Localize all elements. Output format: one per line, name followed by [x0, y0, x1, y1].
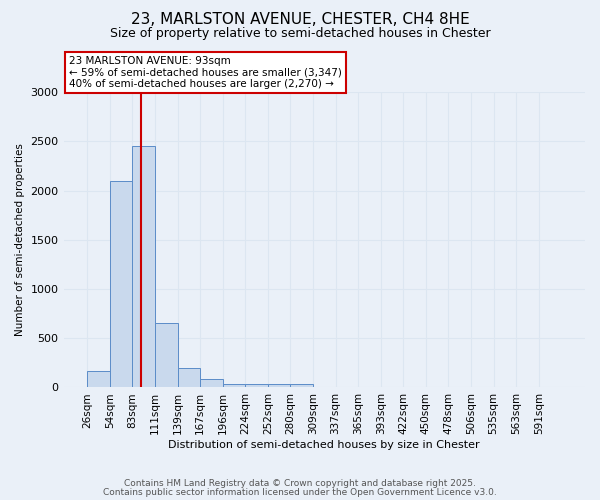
Text: Contains public sector information licensed under the Open Government Licence v3: Contains public sector information licen… — [103, 488, 497, 497]
Bar — [290, 384, 313, 388]
Bar — [268, 384, 290, 388]
Y-axis label: Number of semi-detached properties: Number of semi-detached properties — [15, 144, 25, 336]
Text: Size of property relative to semi-detached houses in Chester: Size of property relative to semi-detach… — [110, 28, 490, 40]
Bar — [178, 368, 200, 388]
Bar — [245, 384, 268, 388]
Bar — [87, 370, 110, 388]
Text: 23, MARLSTON AVENUE, CHESTER, CH4 8HE: 23, MARLSTON AVENUE, CHESTER, CH4 8HE — [131, 12, 469, 28]
Bar — [133, 146, 155, 388]
Bar — [155, 324, 178, 388]
Bar — [223, 384, 245, 388]
X-axis label: Distribution of semi-detached houses by size in Chester: Distribution of semi-detached houses by … — [169, 440, 480, 450]
Text: 23 MARLSTON AVENUE: 93sqm
← 59% of semi-detached houses are smaller (3,347)
40% : 23 MARLSTON AVENUE: 93sqm ← 59% of semi-… — [69, 56, 341, 89]
Bar — [110, 180, 133, 388]
Text: Contains HM Land Registry data © Crown copyright and database right 2025.: Contains HM Land Registry data © Crown c… — [124, 478, 476, 488]
Bar — [200, 378, 223, 388]
